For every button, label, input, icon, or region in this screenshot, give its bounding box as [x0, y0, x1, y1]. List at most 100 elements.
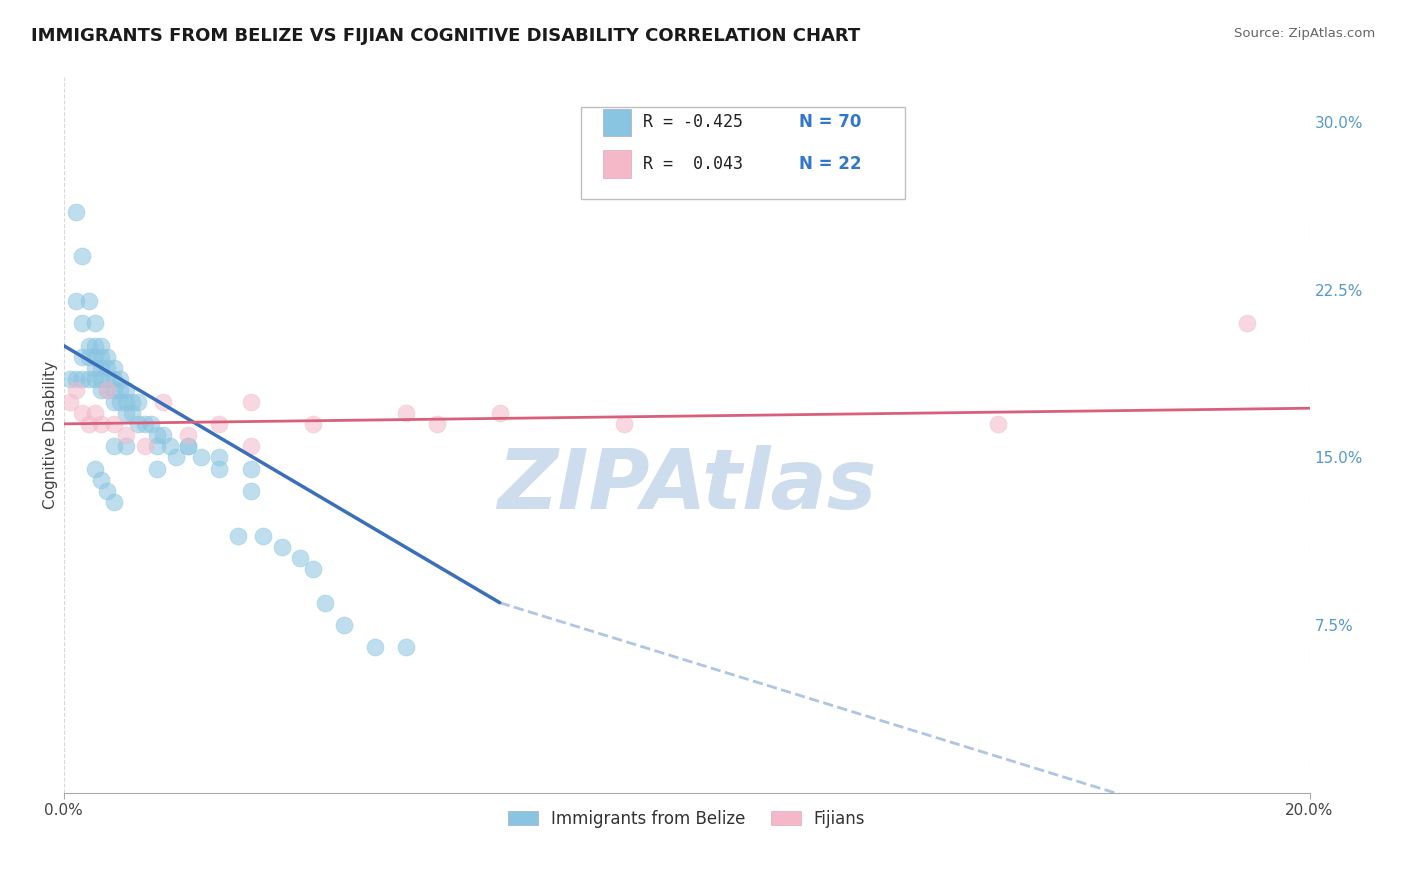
Point	[239, 461, 262, 475]
Point	[59, 372, 82, 386]
Point	[115, 394, 138, 409]
Point	[83, 350, 105, 364]
Point	[72, 350, 94, 364]
Point	[96, 350, 118, 364]
Point	[65, 372, 87, 386]
Point	[488, 406, 510, 420]
Point	[426, 417, 449, 431]
Point	[208, 417, 231, 431]
Point	[177, 439, 200, 453]
Point	[115, 384, 138, 398]
Point	[159, 439, 181, 453]
Text: R =  0.043: R = 0.043	[643, 155, 742, 173]
Point	[139, 417, 162, 431]
Point	[127, 417, 149, 431]
Point	[314, 596, 336, 610]
Point	[90, 338, 112, 352]
Point	[90, 350, 112, 364]
Point	[96, 483, 118, 498]
Point	[103, 417, 125, 431]
Point	[72, 372, 94, 386]
Text: N = 70: N = 70	[799, 113, 860, 131]
Point	[270, 540, 292, 554]
Point	[96, 384, 118, 398]
Point	[1236, 316, 1258, 330]
Point	[96, 372, 118, 386]
Point	[987, 417, 1010, 431]
Point	[83, 338, 105, 352]
Point	[333, 618, 356, 632]
Point	[165, 450, 187, 465]
Point	[103, 394, 125, 409]
Text: ZIPAtlas: ZIPAtlas	[496, 444, 876, 525]
Point	[302, 562, 325, 576]
Point	[226, 528, 249, 542]
Point	[252, 528, 274, 542]
Point	[59, 394, 82, 409]
FancyBboxPatch shape	[603, 109, 630, 136]
Point	[395, 406, 418, 420]
Point	[77, 338, 100, 352]
Point	[115, 428, 138, 442]
Point	[146, 439, 169, 453]
Point	[65, 204, 87, 219]
Text: Source: ZipAtlas.com: Source: ZipAtlas.com	[1234, 27, 1375, 40]
Point	[96, 384, 118, 398]
Point	[77, 293, 100, 308]
Point	[72, 249, 94, 263]
Legend: Immigrants from Belize, Fijians: Immigrants from Belize, Fijians	[501, 803, 872, 834]
Point	[239, 394, 262, 409]
Point	[77, 372, 100, 386]
Point	[115, 439, 138, 453]
Point	[83, 372, 105, 386]
Point	[103, 439, 125, 453]
Point	[134, 439, 156, 453]
Point	[90, 417, 112, 431]
Point	[96, 361, 118, 376]
Point	[83, 461, 105, 475]
Point	[90, 361, 112, 376]
Point	[115, 406, 138, 420]
Point	[177, 428, 200, 442]
Point	[77, 350, 100, 364]
Point	[146, 428, 169, 442]
Point	[395, 640, 418, 655]
Point	[108, 394, 131, 409]
Point	[103, 384, 125, 398]
Text: IMMIGRANTS FROM BELIZE VS FIJIAN COGNITIVE DISABILITY CORRELATION CHART: IMMIGRANTS FROM BELIZE VS FIJIAN COGNITI…	[31, 27, 860, 45]
Point	[134, 417, 156, 431]
Point	[177, 439, 200, 453]
Point	[208, 450, 231, 465]
Point	[90, 473, 112, 487]
Point	[127, 394, 149, 409]
Point	[90, 372, 112, 386]
Point	[239, 483, 262, 498]
Point	[190, 450, 212, 465]
Point	[103, 361, 125, 376]
Point	[108, 372, 131, 386]
Point	[208, 461, 231, 475]
Point	[72, 406, 94, 420]
Point	[121, 394, 143, 409]
Y-axis label: Cognitive Disability: Cognitive Disability	[44, 361, 58, 509]
Point	[83, 316, 105, 330]
Point	[613, 417, 636, 431]
Point	[302, 417, 325, 431]
Point	[146, 461, 169, 475]
Point	[77, 417, 100, 431]
FancyBboxPatch shape	[581, 107, 904, 199]
Point	[72, 316, 94, 330]
Point	[108, 384, 131, 398]
Text: N = 22: N = 22	[799, 155, 862, 173]
Point	[152, 394, 174, 409]
Point	[364, 640, 387, 655]
Point	[239, 439, 262, 453]
Point	[65, 293, 87, 308]
Point	[83, 361, 105, 376]
Point	[103, 495, 125, 509]
Point	[83, 406, 105, 420]
Point	[65, 384, 87, 398]
Point	[121, 406, 143, 420]
Point	[290, 551, 312, 566]
Point	[152, 428, 174, 442]
